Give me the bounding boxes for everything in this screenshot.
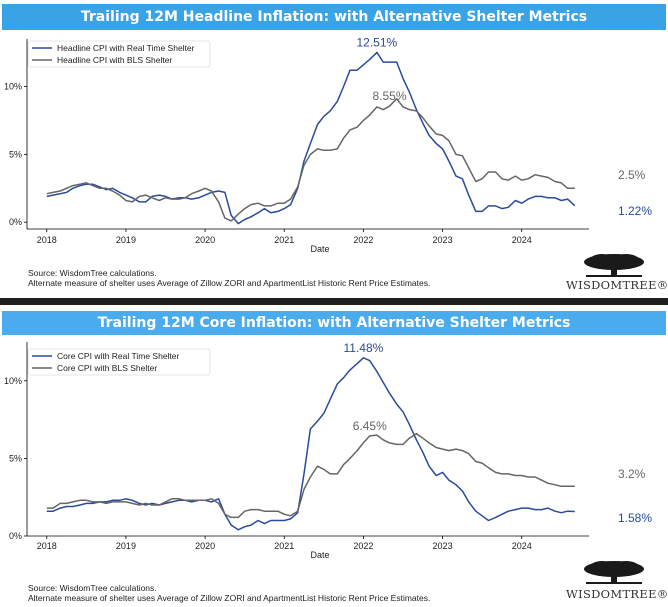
x-tick-label: 2021 (274, 541, 294, 551)
x-tick-label: 2024 (512, 235, 532, 245)
logo-text: WISDOMTREE® (566, 587, 668, 601)
source-note: Source: WisdomTree calculations. (28, 583, 157, 593)
chart-title: Trailing 12M Headline Inflation: with Al… (2, 4, 666, 30)
legend: Core CPI with Real Time Shelter Core CPI … (27, 348, 211, 376)
x-tick-label: 2018 (37, 541, 57, 551)
y-tick-label: 10% (4, 376, 22, 386)
legend: Headline CPI with Real Time Shelter Headl… (27, 40, 211, 68)
x-tick-label: 2019 (116, 235, 136, 245)
methodology-note: Alternate measure of shelter uses Averag… (28, 278, 431, 288)
y-tick-label: 5% (9, 453, 22, 463)
x-tick-label: 2024 (512, 541, 532, 551)
x-tick-label: 2020 (195, 235, 215, 245)
value-annotation: 1.22% (618, 204, 652, 218)
x-tick-label: 2022 (353, 235, 373, 245)
value-annotation: 8.55% (373, 89, 407, 103)
x-axis-title: Date (310, 550, 329, 560)
wisdomtree-logo: WISDOMTREE® (566, 559, 668, 603)
footer-notes: Source: WisdomTree calculations. Alterna… (28, 583, 430, 603)
wisdomtree-logo: WISDOMTREE® (566, 252, 668, 292)
value-annotation: 1.58% (618, 511, 652, 525)
legend-box (27, 348, 211, 376)
x-tick-label: 2022 (353, 541, 373, 551)
headline-inflation-panel: Trailing 12M Headline Inflation: with Al… (0, 0, 668, 298)
value-annotation: 2.5% (618, 168, 646, 182)
x-tick-label: 2021 (274, 235, 294, 245)
x-tick-label: 2023 (433, 541, 453, 551)
y-tick-label: 10% (4, 82, 22, 92)
legend-label: Core CPI with Real Time Shelter (57, 351, 180, 361)
x-tick-label: 2020 (195, 541, 215, 551)
footer-notes: Source: WisdomTree calculations. Alterna… (28, 268, 430, 288)
x-tick-label: 2018 (37, 235, 57, 245)
value-annotation: 6.45% (353, 419, 387, 433)
core-inflation-panel: Trailing 12M Core Inflation: with Altern… (0, 305, 668, 607)
source-note: Source: WisdomTree calculations. (28, 268, 157, 278)
tree-icon (584, 254, 644, 277)
panel-separator (0, 298, 668, 305)
headline-chart: 2018 2019 2020 2021 2022 2023 2024 0% 5% 10% Date H… (4, 35, 652, 254)
legend-label: Headline CPI with Real Time Shelter (57, 43, 195, 53)
value-annotation: 12.51% (357, 35, 398, 49)
y-tick-label: 0% (9, 531, 22, 541)
tree-icon (584, 561, 644, 584)
series-line-bls-shelter (46, 97, 575, 222)
value-annotation: 11.48% (344, 341, 384, 355)
legend-label: Core CPI with BLS Shelter (57, 363, 157, 373)
legend-label: Headline CPI with BLS Shelter (57, 55, 172, 65)
x-tick-label: 2019 (116, 541, 136, 551)
x-axis-title: Date (310, 244, 329, 254)
x-tick-label: 2023 (433, 235, 453, 245)
value-annotation: 3.2% (618, 467, 646, 481)
y-tick-label: 0% (9, 217, 22, 227)
legend-box (27, 40, 211, 68)
series-line-bls-shelter (46, 432, 575, 519)
core-chart: 2018 2019 2020 2021 2022 2023 2024 0% 5% 10% Date C… (4, 341, 652, 560)
y-tick-label: 5% (9, 149, 22, 159)
logo-text: WISDOMTREE® (566, 278, 668, 292)
chart-title: Trailing 12M Core Inflation: with Altern… (2, 311, 666, 335)
methodology-note: Alternate measure of shelter uses Averag… (28, 593, 431, 603)
series-line-real-time-shelter (46, 357, 575, 531)
series-line-real-time-shelter (46, 51, 576, 225)
